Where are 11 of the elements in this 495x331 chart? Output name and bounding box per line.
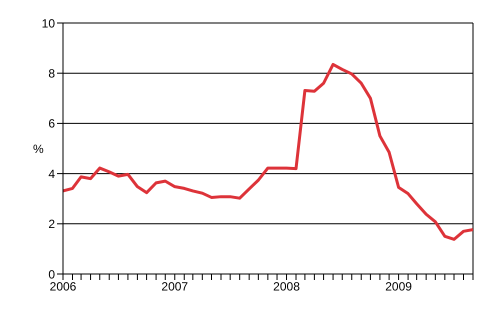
x-tick-label: 2008 — [273, 280, 300, 294]
x-tick-label: 2006 — [50, 280, 77, 294]
y-tick-label: 6 — [48, 116, 56, 131]
y-tick-label: 8 — [48, 66, 56, 80]
y-tick-label: 4 — [48, 166, 56, 181]
x-tick-label: 2007 — [161, 280, 188, 294]
y-tick-label: 2 — [48, 217, 56, 232]
y-tick-label: 10 — [42, 16, 56, 30]
x-tick-label: 2009 — [385, 280, 412, 294]
y-tick-label: 0 — [48, 267, 56, 282]
y-axis-title: % — [33, 142, 44, 156]
